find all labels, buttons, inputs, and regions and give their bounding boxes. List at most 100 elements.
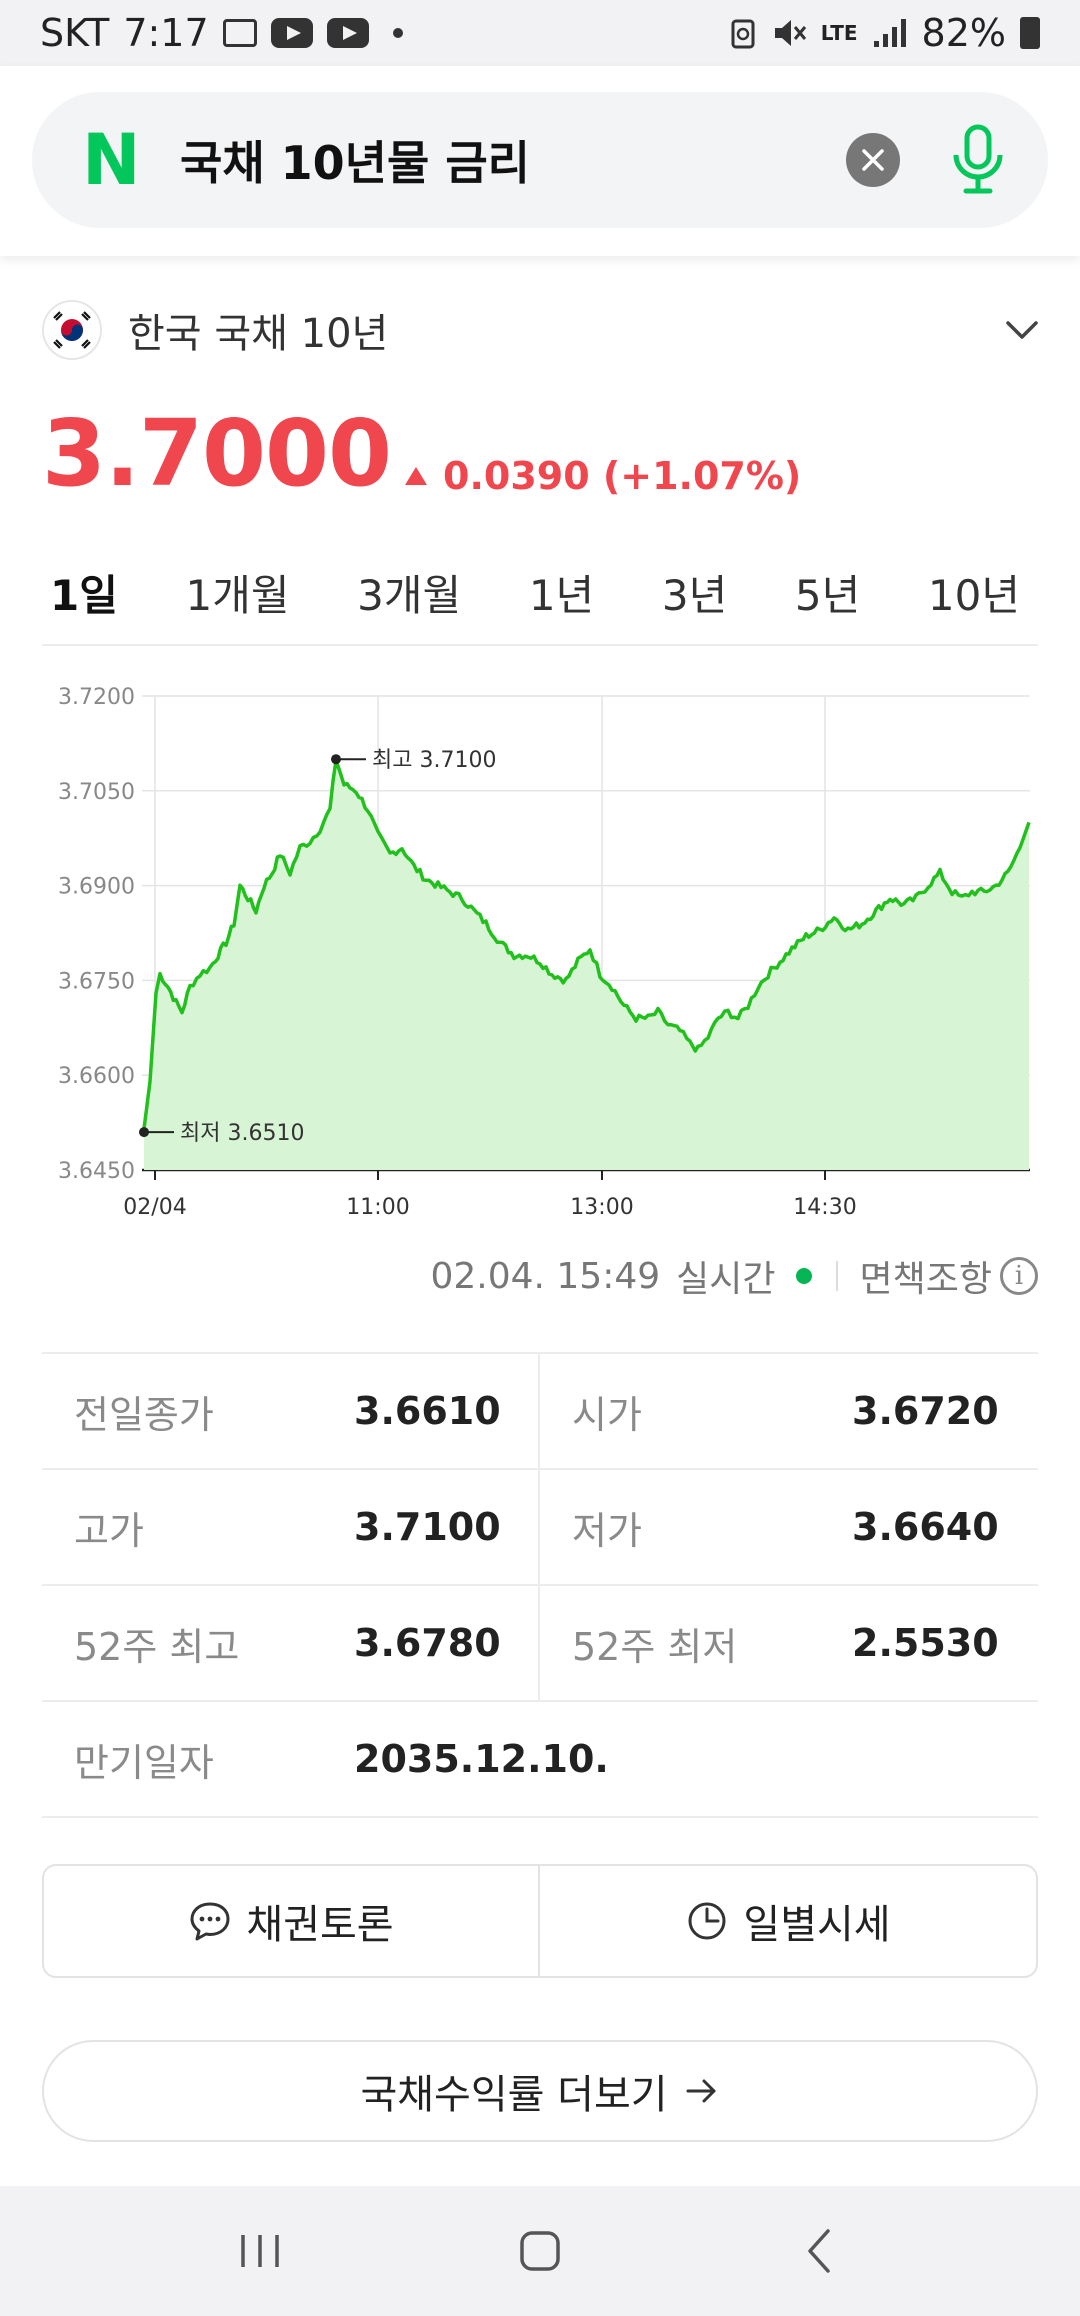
stats-row: 전일종가 3.6610 시가 3.6720 bbox=[42, 1354, 1038, 1470]
network-type-text: LTE bbox=[820, 21, 858, 45]
stat-value: 3.7100 bbox=[354, 1505, 501, 1549]
stats-row: 52주 최고 3.6780 52주 최저 2.5530 bbox=[42, 1586, 1038, 1702]
stat-label: 52주 최고 bbox=[74, 1624, 240, 1669]
recent-apps-icon bbox=[241, 2235, 279, 2267]
chart-high-label: 최고 3.7100 bbox=[372, 748, 496, 773]
x-tick-label: 11:00 bbox=[346, 1195, 409, 1220]
more-yields-button[interactable]: 국채수익률 더보기 bbox=[42, 2040, 1038, 2142]
stat-52w-low: 52주 최저 2.5530 bbox=[540, 1586, 1038, 1700]
chart-line bbox=[142, 758, 1031, 1130]
stat-high: 고가 3.7100 bbox=[42, 1470, 540, 1584]
current-price: 3.7000 bbox=[42, 400, 392, 507]
mute-icon bbox=[774, 20, 806, 46]
more-notifications-icon bbox=[392, 28, 403, 38]
stat-open: 시가 3.6720 bbox=[540, 1354, 1038, 1468]
search-input[interactable]: 국채 10년물 금리 bbox=[180, 136, 530, 190]
stat-low: 저가 3.6640 bbox=[540, 1470, 1038, 1584]
battery-percent: 82% bbox=[921, 11, 1006, 55]
battery-saver-icon bbox=[731, 19, 755, 49]
daily-price-button[interactable]: 일별시세 bbox=[540, 1866, 1036, 1976]
clock-text: 7:17 bbox=[123, 11, 209, 55]
bond-discussion-label: 채권토론 bbox=[246, 1902, 394, 1948]
stat-label: 고가 bbox=[74, 1508, 144, 1553]
bond-header[interactable]: 한국 국채 10년 bbox=[42, 296, 1042, 364]
clock-icon bbox=[688, 1902, 726, 1940]
price-change: 0.0390 (+1.07%) bbox=[405, 454, 801, 498]
tab-1d[interactable]: 1일 bbox=[50, 570, 118, 620]
stat-value: 2.5530 bbox=[852, 1621, 999, 1665]
stat-value: 3.6640 bbox=[852, 1505, 999, 1549]
x-tick-label: 02/04 bbox=[123, 1195, 186, 1220]
chevron-down-icon[interactable] bbox=[1002, 310, 1042, 350]
x-tick-label: 14:30 bbox=[793, 1195, 856, 1220]
stat-label: 만기일자 bbox=[74, 1740, 214, 1785]
chart-low-label: 최저 3.6510 bbox=[180, 1121, 304, 1146]
clear-search-button[interactable] bbox=[846, 133, 900, 187]
stat-maturity: 만기일자 2035.12.10. bbox=[42, 1702, 1038, 1816]
y-tick-label: 3.6600 bbox=[58, 1064, 135, 1089]
recent-apps-button[interactable] bbox=[220, 2211, 300, 2291]
tab-3y[interactable]: 3년 bbox=[661, 570, 728, 620]
microphone-icon bbox=[953, 124, 1003, 194]
x-tick-label: 13:00 bbox=[570, 1195, 633, 1220]
y-tick-label: 3.7200 bbox=[58, 685, 135, 710]
y-tick-label: 3.7050 bbox=[58, 780, 135, 805]
price-row: 3.7000 0.0390 (+1.07%) bbox=[42, 400, 801, 507]
back-button[interactable] bbox=[780, 2211, 860, 2291]
home-icon bbox=[520, 2231, 560, 2271]
stat-label: 52주 최저 bbox=[572, 1624, 738, 1669]
tab-10y[interactable]: 10년 bbox=[927, 570, 1020, 620]
stat-value: 3.6780 bbox=[354, 1621, 501, 1665]
price-chart-svg[interactable]: 3.7200 3.7050 3.6900 3.6750 3.6600 3.6450 02/0… bbox=[0, 660, 1080, 1220]
update-timestamp: 02.04. 15:49 bbox=[430, 1255, 661, 1297]
search-box[interactable]: N 국채 10년물 금리 bbox=[32, 92, 1048, 228]
info-icon[interactable]: i bbox=[1000, 1257, 1038, 1295]
realtime-label: 실시간 bbox=[676, 1259, 776, 1300]
stats-table: 전일종가 3.6610 시가 3.6720 고가 3.7100 저가 3.664… bbox=[42, 1352, 1038, 1818]
y-tick-label: 3.6750 bbox=[58, 969, 135, 994]
home-button[interactable] bbox=[500, 2211, 580, 2291]
naver-logo-icon[interactable]: N bbox=[82, 119, 141, 201]
signal-icon bbox=[873, 19, 906, 47]
close-icon bbox=[862, 149, 884, 171]
stat-value: 3.6610 bbox=[354, 1389, 501, 1433]
stat-prev-close: 전일종가 3.6610 bbox=[42, 1354, 540, 1468]
stat-label: 저가 bbox=[572, 1508, 642, 1553]
up-arrow-icon bbox=[405, 467, 428, 485]
stat-value: 3.6720 bbox=[852, 1389, 999, 1433]
system-navigation-bar bbox=[0, 2186, 1080, 2316]
bond-discussion-button[interactable]: 채권토론 bbox=[44, 1866, 540, 1976]
price-change-value: 0.0390 (+1.07%) bbox=[443, 454, 802, 498]
y-tick-label: 3.6450 bbox=[58, 1159, 135, 1184]
more-yields-label: 국채수익률 더보기 bbox=[360, 2072, 668, 2118]
battery-icon bbox=[1020, 17, 1040, 49]
bond-name: 한국 국채 10년 bbox=[128, 311, 389, 357]
tab-1m[interactable]: 1개월 bbox=[185, 570, 290, 620]
chat-bubble-icon bbox=[190, 1902, 230, 1941]
stat-label: 시가 bbox=[572, 1392, 642, 1437]
tab-1y[interactable]: 1년 bbox=[528, 570, 595, 620]
stat-label: 전일종가 bbox=[74, 1392, 214, 1437]
tab-3m[interactable]: 3개월 bbox=[357, 570, 462, 620]
price-chart[interactable]: 3.7200 3.7050 3.6900 3.6750 3.6600 3.6450 02/0… bbox=[0, 660, 1080, 1220]
voice-search-button[interactable] bbox=[948, 123, 1008, 197]
youtube-notification-icon bbox=[270, 18, 313, 48]
stats-row: 만기일자 2035.12.10. bbox=[42, 1702, 1038, 1818]
youtube-notification-icon-2 bbox=[326, 18, 369, 48]
disclaimer-link[interactable]: 면책조항 bbox=[859, 1259, 992, 1300]
tab-5y[interactable]: 5년 bbox=[794, 570, 861, 620]
back-icon bbox=[808, 2229, 830, 2273]
divider bbox=[835, 1261, 838, 1291]
realtime-dot-icon bbox=[795, 1268, 812, 1284]
stat-52w-high: 52주 최고 3.6780 bbox=[42, 1586, 540, 1700]
chart-area-fill bbox=[144, 760, 1029, 1170]
action-buttons: 채권토론 일별시세 bbox=[42, 1864, 1038, 1978]
carrier-text: SKT bbox=[40, 11, 110, 55]
arrow-right-icon bbox=[686, 2079, 716, 2103]
gallery-notification-icon bbox=[222, 19, 257, 47]
search-header: N 국채 10년물 금리 bbox=[0, 66, 1080, 256]
korea-flag-icon bbox=[42, 300, 102, 360]
status-bar: SKT 7:17 LTE 82% bbox=[0, 0, 1080, 66]
y-tick-label: 3.6900 bbox=[58, 875, 135, 900]
daily-price-label: 일별시세 bbox=[743, 1902, 891, 1948]
